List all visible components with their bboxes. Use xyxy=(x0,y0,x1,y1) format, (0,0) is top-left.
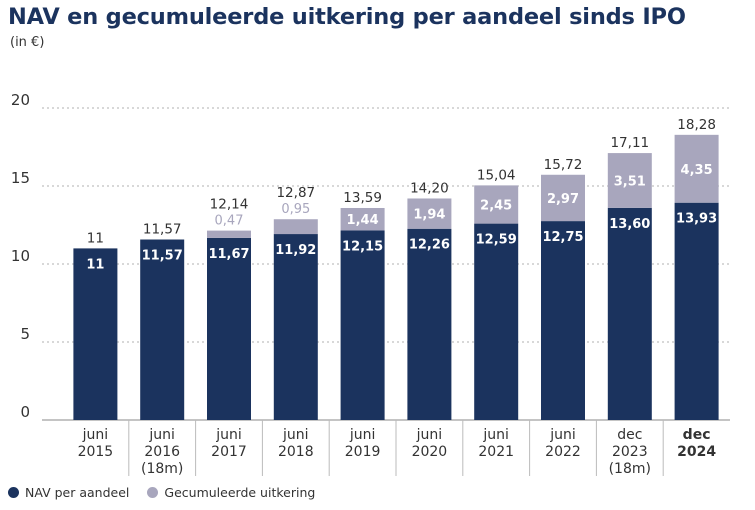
bar-dividend xyxy=(541,174,585,222)
y-tick-label: 5 xyxy=(20,325,30,343)
x-tick-label: juni xyxy=(148,427,175,443)
bar-dividend xyxy=(674,134,719,203)
data-label-total: 11,57 xyxy=(143,222,182,238)
data-label-total: 15,04 xyxy=(477,167,516,183)
data-label-total: 15,72 xyxy=(544,157,583,173)
bar-dividend xyxy=(207,230,251,238)
data-label-nav: 11,92 xyxy=(275,243,316,258)
x-tick-label: dec xyxy=(617,427,642,443)
x-tick-label: juni xyxy=(349,427,376,443)
legend-label-dividend: Gecumuleerde uitkering xyxy=(164,485,316,500)
data-label-total: 14,20 xyxy=(410,180,449,196)
y-tick-label: 15 xyxy=(11,169,30,187)
bar-nav xyxy=(207,237,251,420)
data-label-dividend: 0,47 xyxy=(215,214,244,229)
x-tick-label: 2019 xyxy=(345,444,381,460)
bar-dividend xyxy=(340,207,385,231)
data-label-total: 17,11 xyxy=(610,135,649,151)
y-tick-label: 20 xyxy=(11,91,30,109)
data-label-nav: 11 xyxy=(86,257,104,272)
data-label-nav: 12,15 xyxy=(342,239,383,254)
data-label-total: 12,14 xyxy=(210,197,249,213)
x-tick-label: 2021 xyxy=(478,444,514,460)
bar-nav xyxy=(273,234,318,420)
bar-nav xyxy=(474,223,519,420)
bar-nav xyxy=(674,202,719,420)
legend-swatch-dividend xyxy=(147,487,159,498)
data-label-dividend: 2,97 xyxy=(547,192,579,207)
bar-nav xyxy=(140,239,185,420)
y-tick-label: 10 xyxy=(11,247,30,265)
bar-nav xyxy=(407,228,452,420)
x-tick-label: dec xyxy=(683,427,711,443)
x-tick-label: 2018 xyxy=(278,444,314,460)
chart-subtitle: (in €) xyxy=(10,35,45,50)
bar-dividend xyxy=(474,185,519,224)
x-tick-label: 2023 xyxy=(612,444,648,460)
bar-dividend xyxy=(407,198,452,229)
x-tick-label: juni xyxy=(82,427,109,443)
x-tick-label: 2020 xyxy=(412,444,448,460)
x-tick-label: (18m) xyxy=(141,461,183,477)
x-tick-label: juni xyxy=(282,427,309,443)
data-label-total: 18,28 xyxy=(677,117,716,133)
bar-nav xyxy=(607,207,652,420)
x-tick-label: 2024 xyxy=(677,444,716,460)
legend-swatch-nav xyxy=(8,487,19,498)
bar-nav xyxy=(541,221,585,420)
data-label-total: 13,59 xyxy=(343,190,382,206)
data-label-dividend: 3,51 xyxy=(614,174,646,189)
bar-nav xyxy=(340,230,385,420)
x-tick-label: 2016 xyxy=(144,444,180,460)
x-tick-label: 2017 xyxy=(211,444,247,460)
chart-title: NAV en gecumuleerde uitkering per aandee… xyxy=(8,4,686,30)
x-tick-label: 2022 xyxy=(545,444,581,460)
data-label-nav: 11,67 xyxy=(208,247,249,262)
y-tick-label: 0 xyxy=(20,403,30,421)
x-tick-label: juni xyxy=(416,427,443,443)
data-label-nav: 11,57 xyxy=(142,249,183,264)
data-label-nav: 12,59 xyxy=(476,233,517,248)
x-tick-label: (18m) xyxy=(609,461,651,477)
data-label-dividend: 1,44 xyxy=(347,213,379,228)
data-label-total: 12,87 xyxy=(276,185,315,201)
x-tick-label: juni xyxy=(549,427,576,443)
bar-nav xyxy=(73,248,118,420)
x-tick-label: juni xyxy=(482,427,509,443)
legend-item-nav: NAV per aandeel xyxy=(8,485,129,500)
data-label-nav: 13,60 xyxy=(609,217,650,232)
legend: NAV per aandeel Gecumuleerde uitkering xyxy=(8,485,333,500)
bar-dividend xyxy=(607,153,652,208)
legend-item-dividend: Gecumuleerde uitkering xyxy=(147,485,315,500)
legend-label-nav: NAV per aandeel xyxy=(25,485,130,500)
data-label-dividend: 1,94 xyxy=(413,208,445,223)
data-label-nav: 12,26 xyxy=(409,238,450,253)
data-label-dividend: 2,45 xyxy=(480,198,512,213)
data-label-dividend: 4,35 xyxy=(681,163,713,178)
data-label-dividend: 0,95 xyxy=(281,202,310,217)
data-label-total: 11 xyxy=(87,230,104,246)
x-tick-label: 2015 xyxy=(78,444,114,460)
data-label-nav: 13,93 xyxy=(676,212,717,227)
data-label-nav: 12,75 xyxy=(542,230,583,245)
bar-dividend xyxy=(273,219,318,235)
x-tick-label: juni xyxy=(215,427,242,443)
